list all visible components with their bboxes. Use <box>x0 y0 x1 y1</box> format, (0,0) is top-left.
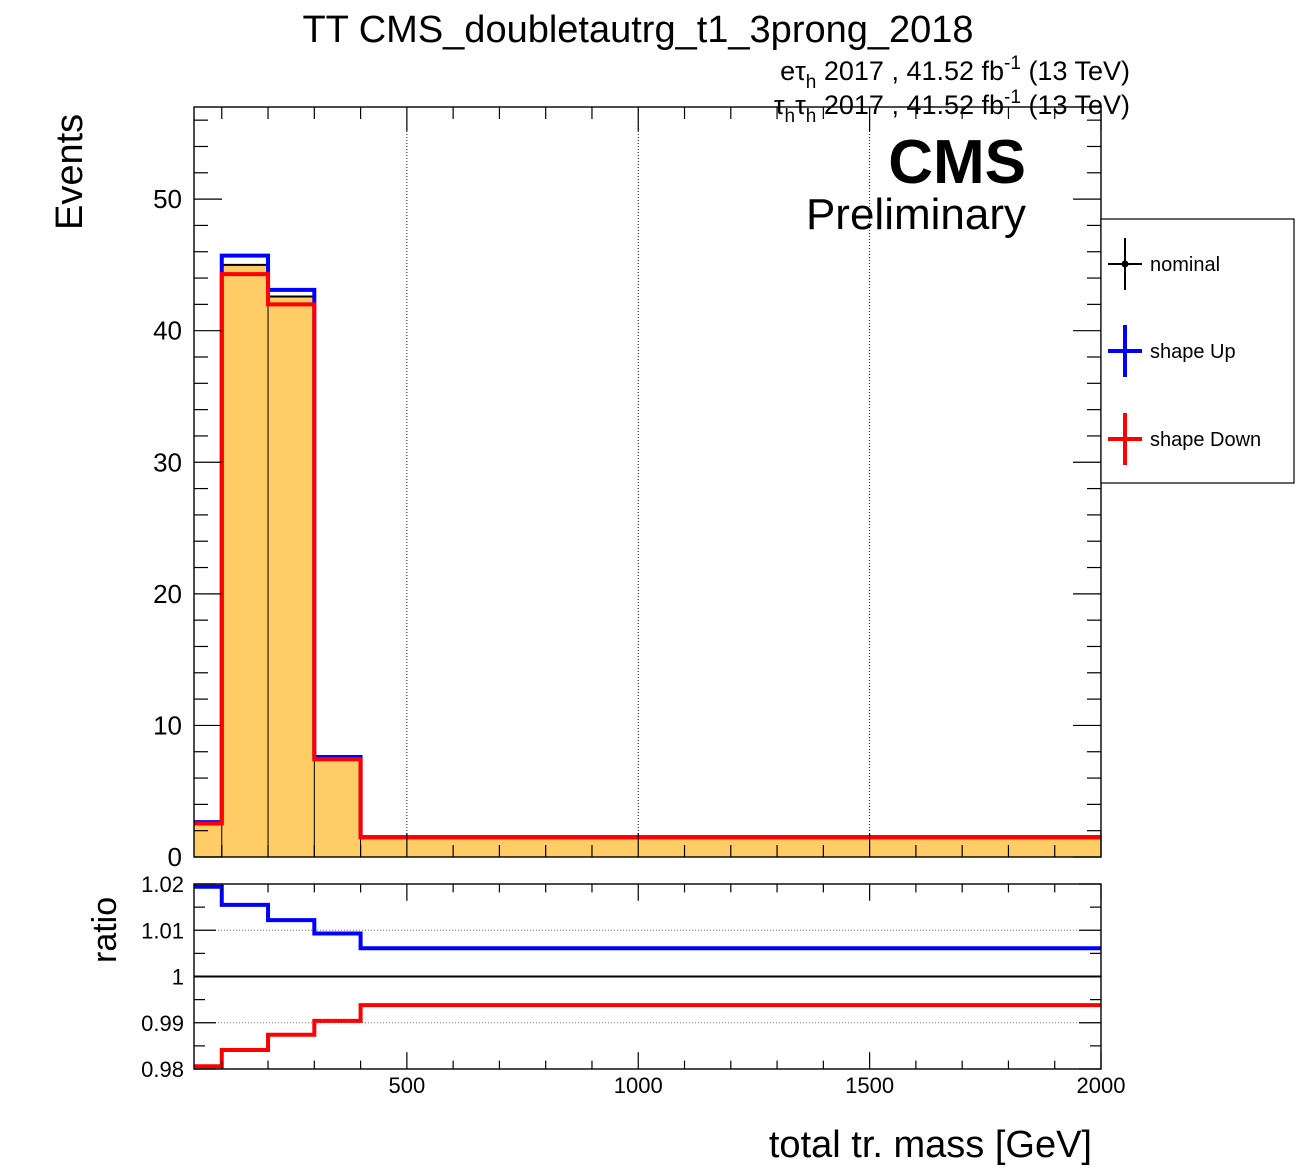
lumi-2-channel-sub: h <box>785 106 796 127</box>
shape-down-line <box>194 272 1101 840</box>
chart-title: TT CMS_doubletautrg_t1_3prong_2018 <box>302 9 973 51</box>
legend-entry-shape-up: shape Up <box>1108 325 1236 377</box>
lumi-1-exp: -1 <box>1004 53 1021 74</box>
nominal-fill <box>194 264 1101 857</box>
y-tick-label-4: 40 <box>153 316 182 346</box>
cms-label: CMS <box>888 128 1026 197</box>
y-axis-label: Events <box>49 114 91 230</box>
legend-down-label: shape Down <box>1150 429 1261 451</box>
lumi-2-energy: (13 TeV) <box>1021 90 1130 120</box>
legend-up-label: shape Up <box>1150 341 1236 363</box>
lumi-1-channel: eτ <box>780 56 806 86</box>
lumi-2-channel: τ <box>774 90 785 120</box>
x-tick-label-2: 1500 <box>845 1073 894 1098</box>
legend-nominal-label: nominal <box>1150 254 1220 276</box>
y-tick-label-0: 0 <box>168 842 182 872</box>
tick-labels: 0 10 20 30 40 50 500 1000 1500 2000 0.98 0.99 1 1.01 1… <box>141 184 1125 1098</box>
ratio-tick-label-4: 1.02 <box>141 872 184 897</box>
lumi-2-text: 2017 , 41.52 fb <box>816 90 1004 120</box>
ratio-tick-label-3: 1.01 <box>141 918 184 943</box>
y-tick-label-2: 20 <box>153 579 182 609</box>
legend-entry-shape-down: shape Down <box>1108 413 1261 465</box>
legend: nominal shape Up shape Down <box>1100 218 1295 484</box>
ratio-shape-down <box>194 1003 1101 1069</box>
axes <box>193 106 1102 1070</box>
lumi-1-text: 2017 , 41.52 fb <box>816 56 1004 86</box>
x-axis-label: total tr. mass [GeV] <box>769 1124 1092 1166</box>
ratio-shape-up <box>194 884 1101 951</box>
ratio-y-axis-label: ratio <box>86 897 124 963</box>
ratio-tick-label-0: 0.98 <box>141 1057 184 1082</box>
lumi-2-channel-sub-2: h <box>806 106 817 127</box>
nominal-line <box>194 263 1101 839</box>
lumi-1-energy: (13 TeV) <box>1021 56 1130 86</box>
lumi-2-channel-2: τ <box>795 90 806 120</box>
histograms <box>194 253 1101 857</box>
lumi-1-channel-sub: h <box>806 72 817 93</box>
shape-up-line <box>194 253 1101 840</box>
ratio-tick-label-1: 0.99 <box>141 1011 184 1036</box>
grid-lines <box>194 107 1101 1024</box>
y-tick-label-3: 30 <box>153 447 182 477</box>
cms-sublabel: Preliminary <box>806 190 1026 239</box>
legend-entry-nominal: nominal <box>1108 238 1220 290</box>
y-tick-label-1: 10 <box>153 710 182 740</box>
ratio-tick-label-2: 1 <box>172 965 184 990</box>
lumi-line-1: eτh 2017 , 41.52 fb-1 (13 TeV) <box>780 53 1130 93</box>
x-tick-label-0: 500 <box>389 1073 426 1098</box>
legend-nominal-marker <box>1121 260 1129 268</box>
lumi-line-2: τhτh 2017 , 41.52 fb-1 (13 TeV) <box>774 87 1130 127</box>
ratio-curves <box>194 884 1101 1069</box>
lumi-2-exp: -1 <box>1004 87 1021 108</box>
y-tick-label-5: 50 <box>153 184 182 214</box>
x-tick-label-3: 2000 <box>1077 1073 1126 1098</box>
x-tick-label-1: 1000 <box>614 1073 663 1098</box>
